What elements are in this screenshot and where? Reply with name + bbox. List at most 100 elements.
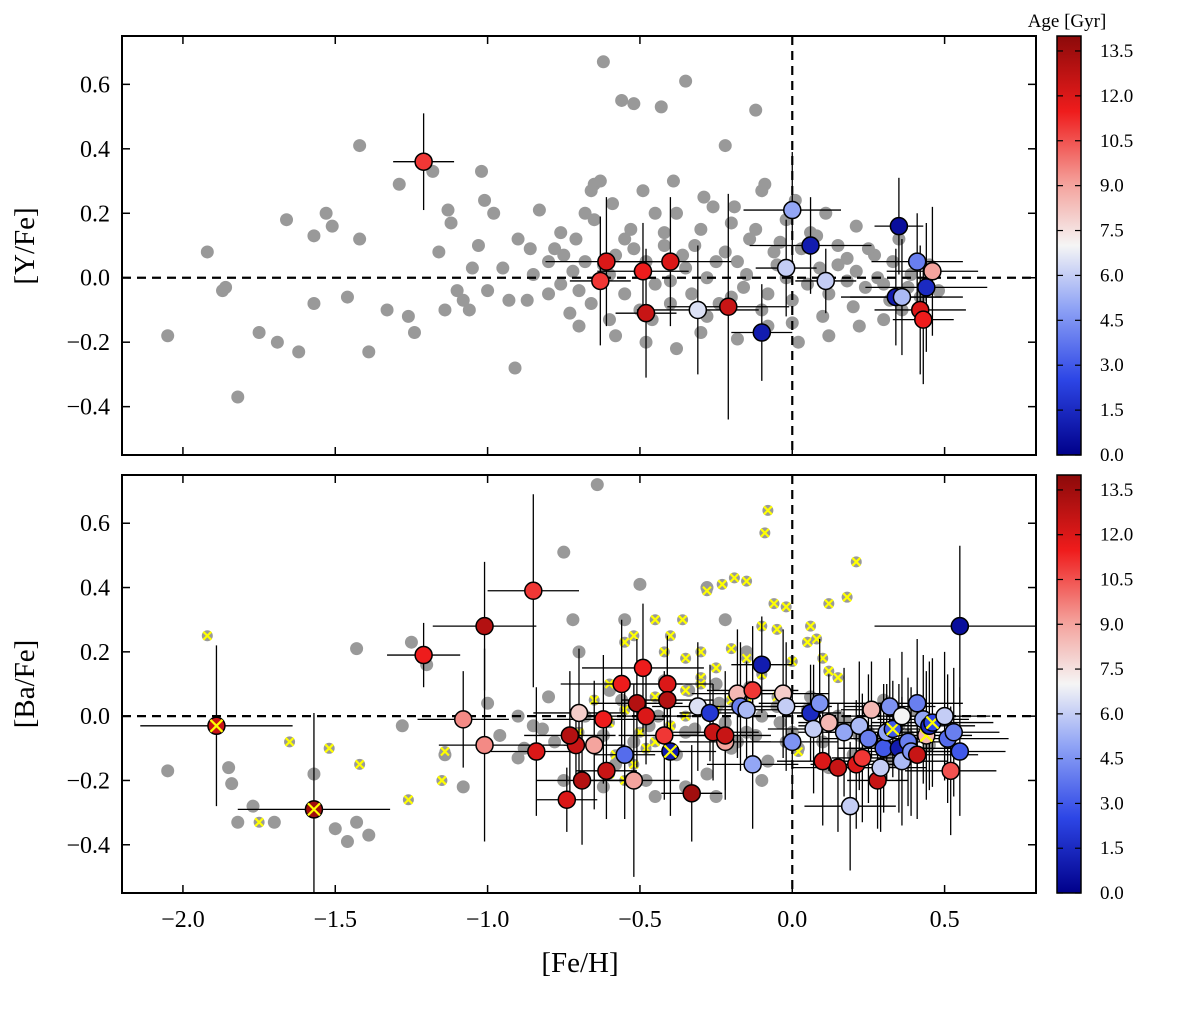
field-star-point — [444, 216, 458, 230]
field-star-point — [471, 239, 485, 252]
sample-star-point — [801, 236, 820, 255]
field-star-point — [270, 335, 284, 349]
field-star-point — [465, 261, 479, 275]
field-star-point — [609, 329, 623, 343]
field-star-point — [627, 97, 641, 111]
field-star-point — [669, 342, 683, 356]
sample-star-point — [737, 700, 756, 719]
field-star-point — [755, 773, 769, 787]
sample-star-point — [783, 732, 802, 752]
field-star-point — [636, 184, 650, 198]
field-star-point — [548, 242, 562, 256]
colorbar-tick-label: 4.5 — [1100, 749, 1124, 770]
x-tick-label: −0.5 — [618, 907, 662, 933]
sample-star-point — [655, 726, 674, 745]
literature-cross-marker — [664, 630, 676, 642]
x-tick-label: 0.5 — [930, 907, 960, 933]
sample-star-point — [414, 645, 433, 665]
sample-star-point — [719, 297, 738, 316]
field-star-point — [456, 293, 470, 307]
sample-star-cross — [886, 722, 900, 736]
field-star-point — [587, 213, 601, 227]
field-star-point — [566, 613, 580, 627]
sample-star-point — [850, 716, 869, 736]
x-tick-label: −1.0 — [466, 907, 510, 933]
field-star-point — [508, 361, 522, 375]
sample-star-point — [560, 726, 580, 745]
sample-star-point — [524, 581, 543, 601]
sample-star-point — [557, 790, 577, 810]
sample-star-point — [859, 729, 878, 748]
sample-star-point — [914, 310, 933, 329]
sample-star-point — [880, 697, 900, 716]
y-tick-label: 0.2 — [80, 640, 110, 666]
literature-cross-marker — [823, 665, 835, 677]
field-star-point — [755, 709, 769, 723]
sample-star-point — [597, 252, 616, 271]
literature-cross-marker — [741, 575, 753, 587]
sample-star-point — [569, 703, 589, 723]
sample-star-point — [636, 706, 656, 726]
field-star-point — [840, 251, 854, 265]
literature-cross — [711, 663, 721, 673]
field-star-point — [688, 239, 702, 252]
field-star-point — [566, 264, 580, 278]
field-star-point — [718, 613, 732, 627]
sample-star-point — [594, 710, 613, 729]
colorbar-tick-label: 3.0 — [1100, 793, 1124, 814]
y-tick-label: 0.0 — [80, 266, 110, 292]
sample-star-point — [776, 258, 796, 278]
field-star-point — [481, 284, 495, 298]
field-star-point — [441, 203, 455, 217]
colorbar-tick-label: 10.5 — [1100, 131, 1133, 152]
colorbar-title: Age [Gyr] — [1028, 11, 1107, 32]
literature-cross-marker — [768, 598, 780, 610]
field-star-point — [502, 293, 516, 307]
literature-cross — [440, 746, 450, 757]
literature-cross — [741, 576, 752, 586]
literature-cross-marker — [741, 652, 753, 664]
sample-star-point — [944, 722, 963, 742]
field-star-point — [758, 177, 772, 191]
field-star-point — [328, 822, 342, 836]
field-star-point — [219, 280, 233, 294]
field-star-point — [511, 751, 525, 765]
top-reference-lines — [122, 36, 1036, 455]
field-star-point — [648, 206, 662, 220]
bottom-background-points — [161, 478, 952, 849]
field-star-point — [487, 206, 501, 220]
literature-cross — [680, 653, 691, 664]
field-star-point — [493, 728, 507, 742]
sample-star-point — [475, 735, 494, 755]
literature-cross-marker — [658, 646, 670, 658]
field-star-point — [572, 284, 586, 298]
bottom-plot-frame — [121, 474, 1037, 894]
sample-star-point — [813, 751, 832, 771]
field-star-point — [700, 767, 714, 781]
literature-cross — [650, 614, 660, 625]
literature-cross-marker — [771, 623, 783, 635]
field-star-point — [590, 478, 604, 492]
field-star-point — [749, 103, 763, 117]
field-star-point — [554, 226, 568, 240]
field-star-point — [535, 722, 549, 736]
sample-star-point — [874, 739, 893, 758]
field-star-point — [706, 200, 720, 214]
field-star-point — [685, 287, 699, 301]
sample-star-point — [752, 655, 772, 674]
field-star-point — [572, 319, 586, 333]
sample-star-point — [889, 216, 909, 236]
x-tick-label: 0.0 — [777, 907, 807, 933]
field-star-point — [761, 754, 775, 768]
literature-cross-marker — [354, 758, 366, 770]
sample-star-point — [752, 323, 772, 342]
sample-star-point — [804, 719, 823, 739]
field-star-point — [730, 255, 744, 269]
sample-star-point — [414, 152, 433, 171]
field-star-point — [749, 222, 763, 236]
sample-star-point — [584, 735, 604, 755]
literature-cross-marker — [680, 684, 692, 696]
field-star-point — [401, 309, 415, 323]
sample-star-point — [862, 700, 881, 719]
